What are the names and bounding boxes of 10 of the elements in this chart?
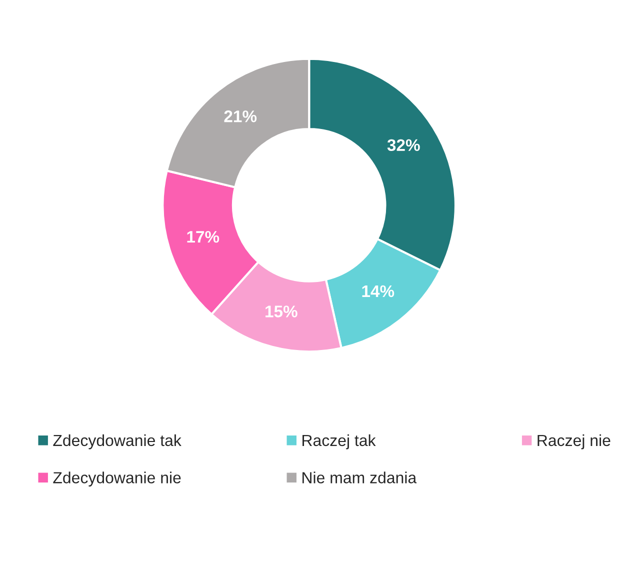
legend-label: Zdecydowanie tak <box>53 434 182 450</box>
data-label: 14% <box>362 285 394 298</box>
data-label: 32% <box>387 139 420 152</box>
legend-label: Raczej nie <box>538 434 610 450</box>
data-label: 15% <box>266 306 298 318</box>
legend-label: Nie mam zdania <box>302 472 417 484</box>
data-label: 21% <box>224 110 257 122</box>
data-label: 17% <box>187 230 220 243</box>
legend-label: Zdecydowanie nie <box>53 472 181 487</box>
legend-label: Raczej tak <box>302 434 376 450</box>
